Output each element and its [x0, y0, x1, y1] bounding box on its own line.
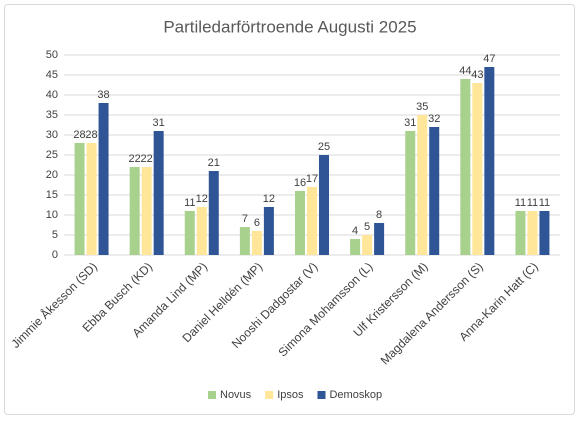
- bar: [153, 131, 164, 255]
- y-tick-label: 10: [46, 209, 58, 221]
- value-label: 5: [364, 221, 370, 233]
- y-tick-label: 15: [46, 189, 58, 201]
- y-tick-label: 50: [46, 49, 58, 61]
- y-tick-label: 40: [46, 89, 58, 101]
- value-label: 28: [85, 129, 97, 141]
- value-label: 21: [208, 157, 220, 169]
- bar: [319, 155, 329, 255]
- legend-label: Ipsos: [277, 389, 304, 401]
- value-label: 12: [196, 193, 208, 205]
- bar: [295, 191, 305, 255]
- value-label: 11: [527, 197, 538, 209]
- bar: [129, 167, 140, 255]
- bar: [350, 239, 361, 255]
- chart-frame: [4, 4, 575, 415]
- value-label: 38: [97, 89, 109, 101]
- bar: [184, 211, 195, 255]
- bar: [74, 143, 85, 255]
- value-label: 11: [184, 197, 195, 209]
- bar: [460, 79, 471, 255]
- bar: [141, 167, 152, 255]
- value-label: 43: [471, 69, 483, 81]
- value-label: 17: [306, 173, 318, 185]
- legend-swatch: [208, 391, 216, 399]
- y-tick-label: 5: [52, 229, 58, 241]
- value-label: 31: [404, 117, 416, 129]
- value-label: 6: [254, 217, 260, 229]
- bar: [362, 235, 373, 255]
- y-tick-label: 25: [46, 149, 58, 161]
- y-tick-label: 35: [46, 109, 58, 121]
- value-label: 11: [539, 197, 550, 209]
- value-label: 12: [263, 193, 275, 205]
- bar: [472, 83, 483, 255]
- legend-swatch: [317, 391, 326, 399]
- value-label: 47: [483, 53, 495, 65]
- value-label: 11: [515, 197, 526, 209]
- value-label: 35: [416, 101, 428, 113]
- value-label: 16: [294, 177, 306, 189]
- value-label: 4: [352, 225, 358, 237]
- y-tick-label: 0: [52, 249, 58, 261]
- bar: [251, 231, 262, 255]
- y-tick-label: 20: [46, 169, 58, 181]
- value-label: 44: [459, 65, 471, 77]
- bar: [263, 207, 274, 255]
- legend-label: Demoskop: [329, 389, 382, 401]
- chart-title: Partiledarförtroende Augusti 2025: [163, 17, 416, 36]
- y-tick-label: 45: [46, 69, 58, 81]
- legend-label: Novus: [220, 389, 252, 401]
- bar: [405, 131, 416, 255]
- value-label: 7: [242, 213, 248, 225]
- value-label: 31: [153, 117, 165, 129]
- value-label: 8: [376, 209, 382, 221]
- bar: [527, 211, 538, 255]
- bar: [196, 207, 207, 255]
- bar: [374, 223, 385, 255]
- legend-swatch: [265, 391, 274, 399]
- bar: [539, 211, 550, 255]
- bar: [417, 115, 428, 255]
- bar: [307, 187, 317, 255]
- bar: [515, 211, 526, 255]
- bar: [208, 171, 219, 255]
- bar: [239, 227, 250, 255]
- value-label: 25: [318, 141, 330, 153]
- value-label: 22: [141, 153, 153, 165]
- value-label: 32: [428, 113, 440, 125]
- y-tick-label: 30: [46, 129, 58, 141]
- value-label: 22: [129, 153, 141, 165]
- bar: [86, 143, 97, 255]
- bar: [429, 127, 440, 255]
- bar: [98, 103, 109, 255]
- value-label: 28: [73, 129, 85, 141]
- bar: [484, 67, 495, 255]
